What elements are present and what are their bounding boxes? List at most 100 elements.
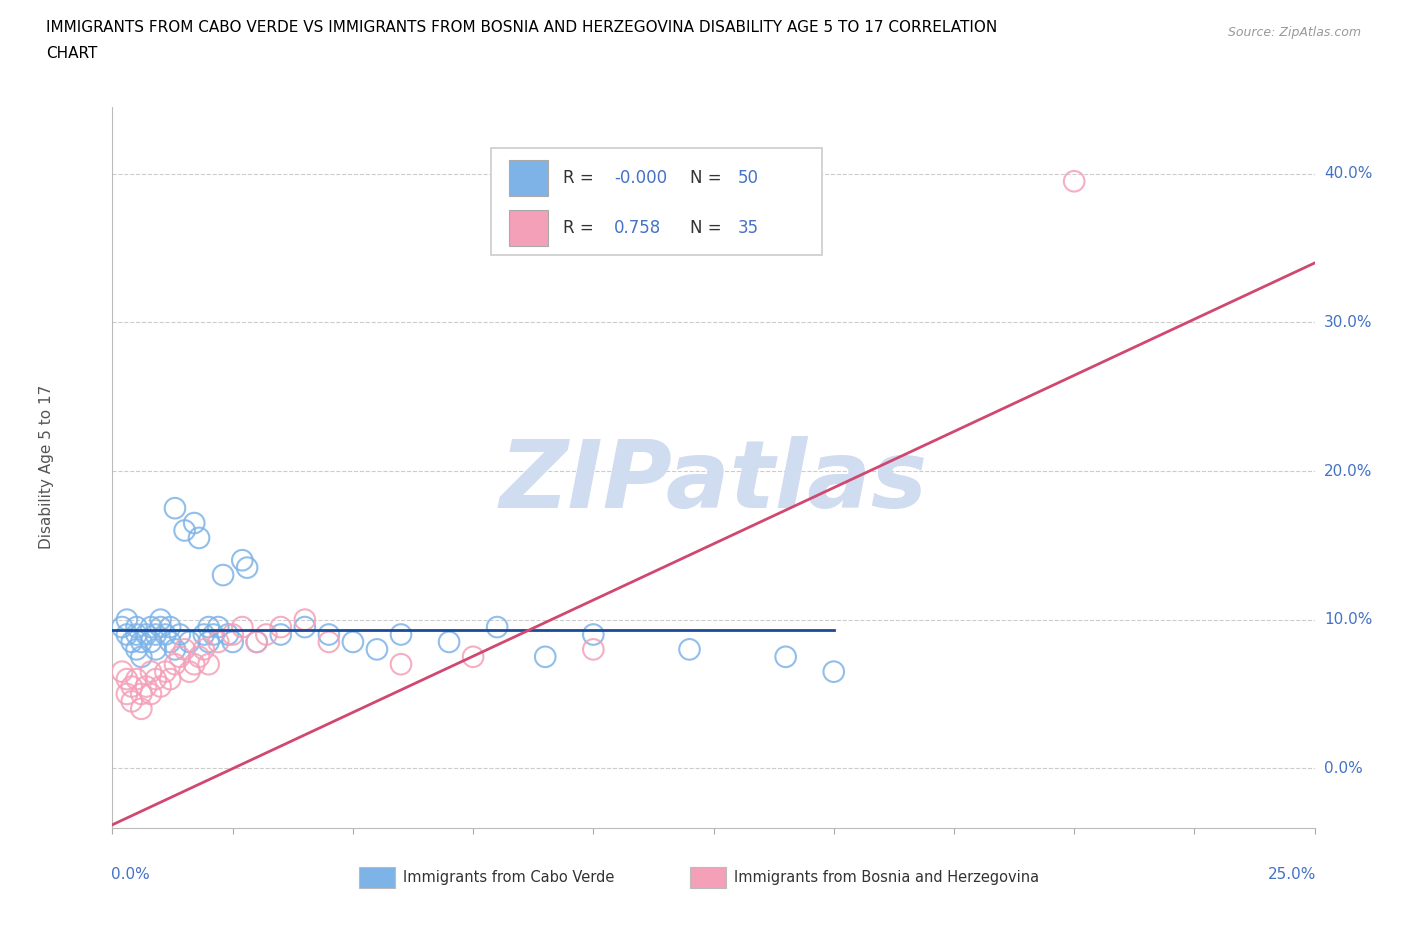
Point (294, 619, 316, 634)
Point (125, 619, 148, 634)
Point (173, 642, 195, 657)
Point (159, 619, 181, 634)
Point (389, 657, 412, 671)
Point (437, 634, 460, 649)
Point (115, 612, 138, 627)
Point (236, 560, 259, 575)
Point (270, 619, 292, 634)
Text: 30.0%: 30.0% (1324, 315, 1372, 330)
Point (193, 627, 215, 642)
Point (678, 642, 700, 657)
Point (188, 649, 211, 664)
Point (139, 634, 162, 649)
Point (125, 627, 148, 642)
Text: 0.0%: 0.0% (1324, 761, 1362, 776)
Point (131, 634, 153, 649)
FancyBboxPatch shape (509, 210, 548, 246)
Text: 40.0%: 40.0% (1324, 166, 1372, 181)
Point (254, 627, 277, 642)
Point (111, 619, 134, 634)
Point (582, 627, 605, 642)
Point (155, 627, 177, 642)
Point (135, 679, 157, 694)
Point (149, 679, 172, 694)
Point (139, 664, 162, 679)
Point (193, 642, 215, 657)
Text: N =: N = (689, 169, 727, 187)
Text: 0.758: 0.758 (614, 219, 661, 237)
Text: IMMIGRANTS FROM CABO VERDE VS IMMIGRANTS FROM BOSNIA AND HERZEGOVINA DISABILITY : IMMIGRANTS FROM CABO VERDE VS IMMIGRANTS… (46, 20, 998, 35)
Point (212, 567, 235, 582)
Point (222, 627, 245, 642)
Text: Source: ZipAtlas.com: Source: ZipAtlas.com (1227, 26, 1361, 39)
Point (179, 664, 201, 679)
Point (270, 627, 292, 642)
Point (318, 634, 340, 649)
Text: N =: N = (689, 219, 727, 237)
Point (125, 671, 148, 686)
Text: 20.0%: 20.0% (1324, 463, 1372, 479)
Point (318, 627, 340, 642)
Text: Disability Age 5 to 17: Disability Age 5 to 17 (39, 385, 53, 550)
Point (342, 634, 364, 649)
Point (183, 657, 205, 671)
Point (197, 634, 219, 649)
Text: CHART: CHART (46, 46, 98, 61)
Point (183, 515, 205, 530)
Point (145, 627, 167, 642)
Point (149, 612, 172, 627)
Point (366, 642, 388, 657)
Point (173, 523, 195, 538)
Point (222, 634, 245, 649)
Point (389, 627, 412, 642)
Point (145, 671, 167, 686)
Point (188, 530, 211, 545)
Point (207, 619, 229, 634)
Point (131, 686, 153, 701)
Point (246, 634, 269, 649)
Point (163, 657, 186, 671)
Point (121, 634, 143, 649)
Point (486, 619, 509, 634)
Text: 35: 35 (738, 219, 759, 237)
Point (115, 627, 138, 642)
FancyBboxPatch shape (689, 868, 725, 887)
Point (155, 664, 177, 679)
Point (217, 627, 239, 642)
Text: ZIPatlas: ZIPatlas (499, 436, 928, 527)
Point (149, 619, 172, 634)
Point (131, 649, 153, 664)
Text: Immigrants from Bosnia and Herzegovina: Immigrants from Bosnia and Herzegovina (734, 870, 1039, 885)
Point (139, 686, 162, 701)
Point (1063, 174, 1085, 189)
Point (823, 664, 845, 679)
Point (461, 649, 484, 664)
Point (115, 671, 138, 686)
Point (169, 627, 191, 642)
Point (169, 649, 191, 664)
Text: Immigrants from Cabo Verde: Immigrants from Cabo Verde (404, 870, 614, 885)
Point (131, 701, 153, 716)
Point (121, 694, 143, 709)
Point (197, 619, 219, 634)
Point (163, 500, 186, 515)
Point (139, 619, 162, 634)
FancyBboxPatch shape (509, 160, 548, 196)
FancyBboxPatch shape (491, 148, 821, 255)
Text: 10.0%: 10.0% (1324, 612, 1372, 627)
Text: R =: R = (564, 169, 599, 187)
Point (111, 664, 134, 679)
Point (231, 552, 253, 567)
Text: 25.0%: 25.0% (1267, 868, 1316, 883)
Point (135, 627, 157, 642)
FancyBboxPatch shape (359, 868, 395, 887)
Text: -0.000: -0.000 (614, 169, 666, 187)
Text: R =: R = (564, 219, 599, 237)
Point (582, 642, 605, 657)
Point (179, 634, 201, 649)
Point (163, 642, 186, 657)
Point (207, 634, 229, 649)
Point (159, 634, 181, 649)
Point (125, 642, 148, 657)
Point (231, 619, 253, 634)
